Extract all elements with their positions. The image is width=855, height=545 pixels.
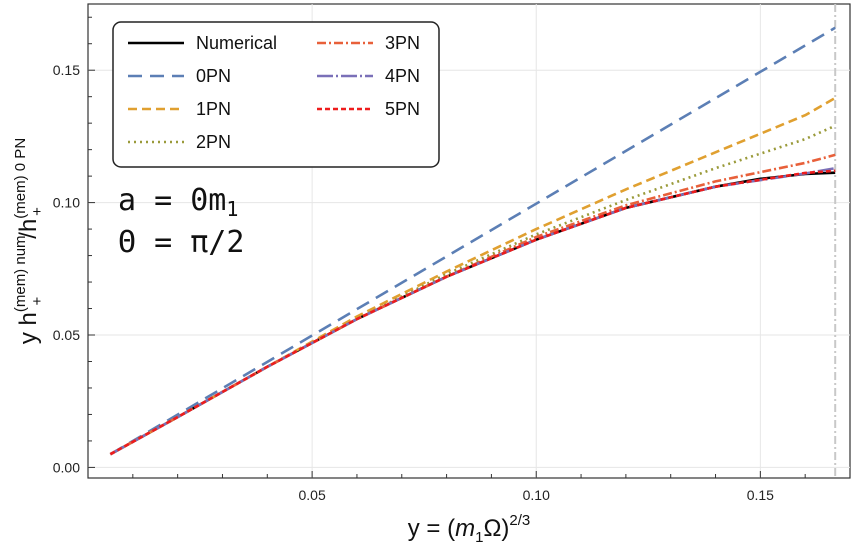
y-axis-title-slash: /h xyxy=(15,219,42,239)
x-axis-title-m: m xyxy=(455,515,475,542)
ticks: 0.05 0.10 0.15 0.00 0.05 0.10 0.15 xyxy=(53,16,806,503)
y-axis-title-sub1: + xyxy=(29,296,46,305)
y-tick-label-3: 0.15 xyxy=(53,62,80,78)
annotation-spin-sub: 1 xyxy=(226,197,238,221)
x-axis-title-sub: 1 xyxy=(475,529,483,545)
y-axis-title-sub2: + xyxy=(29,207,46,216)
legend-label-2pn: 2PN xyxy=(196,132,231,152)
y-tick-label-0: 0.00 xyxy=(53,459,80,475)
x-tick-label-2: 0.15 xyxy=(747,487,774,503)
annotation-theta-symbol: Θ xyxy=(118,225,136,260)
x-tick-label-1: 0.10 xyxy=(523,487,550,503)
x-tick-label-0: 0.05 xyxy=(298,487,325,503)
y-axis-title-sup1: (mem) num xyxy=(12,235,29,312)
legend-label-4pn: 4PN xyxy=(385,66,420,86)
series-line-3pn xyxy=(109,153,836,456)
legend-label-numerical: Numerical xyxy=(196,33,277,53)
legend-label-3pn: 3PN xyxy=(385,33,420,53)
x-axis-title: y = (m1Ω)2/3 xyxy=(408,512,530,545)
x-axis-title-exp: 2/3 xyxy=(509,512,530,529)
legend: Numerical 0PN 1PN 2PN 3PN 4PN 5PN xyxy=(112,21,440,168)
annotation-theta-value: π/ xyxy=(190,225,226,260)
x-axis-title-pre: y = ( xyxy=(408,515,455,542)
x-axis-title-omega: Ω) xyxy=(483,515,509,542)
annotation-theta: Θ = π/2 xyxy=(118,225,244,260)
annotation-theta-equals: = xyxy=(136,225,190,260)
legend-label-5pn: 5PN xyxy=(385,99,420,119)
y-axis-title-sup2: (mem) 0 PN xyxy=(12,138,29,219)
annotation-spin-value: 0m xyxy=(190,183,226,218)
series-line-0pn xyxy=(109,26,836,456)
legend-label-0pn: 0PN xyxy=(196,66,231,86)
series-line-5pn xyxy=(109,169,836,456)
legend-box xyxy=(112,21,440,168)
legend-label-1pn: 1PN xyxy=(196,99,231,119)
y-axis-title-pre: y h xyxy=(15,312,42,344)
y-tick-label-1: 0.05 xyxy=(53,327,80,343)
annotation-spin-symbol: a xyxy=(118,183,136,218)
annotation-spin-equals: = xyxy=(136,183,190,218)
y-tick-label-2: 0.10 xyxy=(53,195,80,211)
series-lines xyxy=(109,26,836,456)
y-axis-title: y h(mem) num+/h(mem) 0 PN+ xyxy=(12,138,46,344)
annotation-theta-num: 2 xyxy=(226,225,244,260)
annotation-spin: a = 0m1 xyxy=(118,183,238,221)
